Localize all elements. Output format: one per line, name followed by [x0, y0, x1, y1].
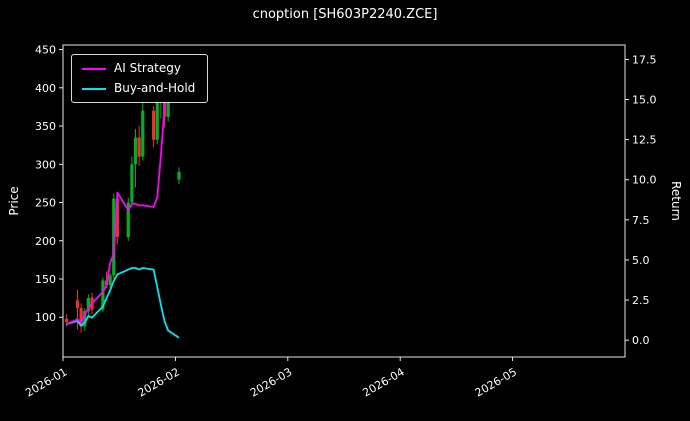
legend-swatch-ai: [82, 67, 106, 70]
svg-text:17.5: 17.5: [632, 53, 657, 66]
legend-label-ai: AI Strategy: [114, 61, 181, 75]
svg-text:100: 100: [35, 311, 56, 324]
svg-text:250: 250: [35, 197, 56, 210]
legend: AI Strategy Buy-and-Hold: [71, 54, 209, 104]
svg-text:12.5: 12.5: [632, 134, 657, 147]
legend-label-bh: Buy-and-Hold: [114, 81, 196, 96]
svg-text:200: 200: [35, 235, 56, 248]
y-axis-label-return: Return: [669, 181, 683, 221]
svg-text:15.0: 15.0: [632, 94, 657, 107]
svg-text:350: 350: [35, 120, 56, 133]
svg-text:150: 150: [35, 273, 56, 286]
legend-item-ai-strategy: AI Strategy: [82, 61, 195, 75]
svg-text:10.0: 10.0: [632, 174, 657, 187]
svg-text:2026-03: 2026-03: [248, 365, 294, 399]
svg-text:2026-04: 2026-04: [360, 365, 406, 399]
svg-text:2026-01: 2026-01: [23, 365, 69, 399]
svg-text:2026-02: 2026-02: [136, 365, 182, 399]
svg-text:5.0: 5.0: [632, 254, 650, 267]
svg-text:300: 300: [35, 158, 56, 171]
svg-text:0.0: 0.0: [632, 334, 650, 347]
svg-text:400: 400: [35, 82, 56, 95]
legend-swatch-bh: [82, 87, 106, 90]
svg-text:2026-05: 2026-05: [473, 365, 519, 399]
legend-item-buy-and-hold: Buy-and-Hold: [82, 81, 196, 96]
svg-text:2.5: 2.5: [632, 294, 650, 307]
chart-title: cnoption [SH603P2240.ZCE]: [252, 7, 438, 22]
y-axis-label-price: Price: [7, 186, 21, 216]
svg-text:7.5: 7.5: [632, 214, 650, 227]
svg-text:450: 450: [35, 44, 56, 57]
